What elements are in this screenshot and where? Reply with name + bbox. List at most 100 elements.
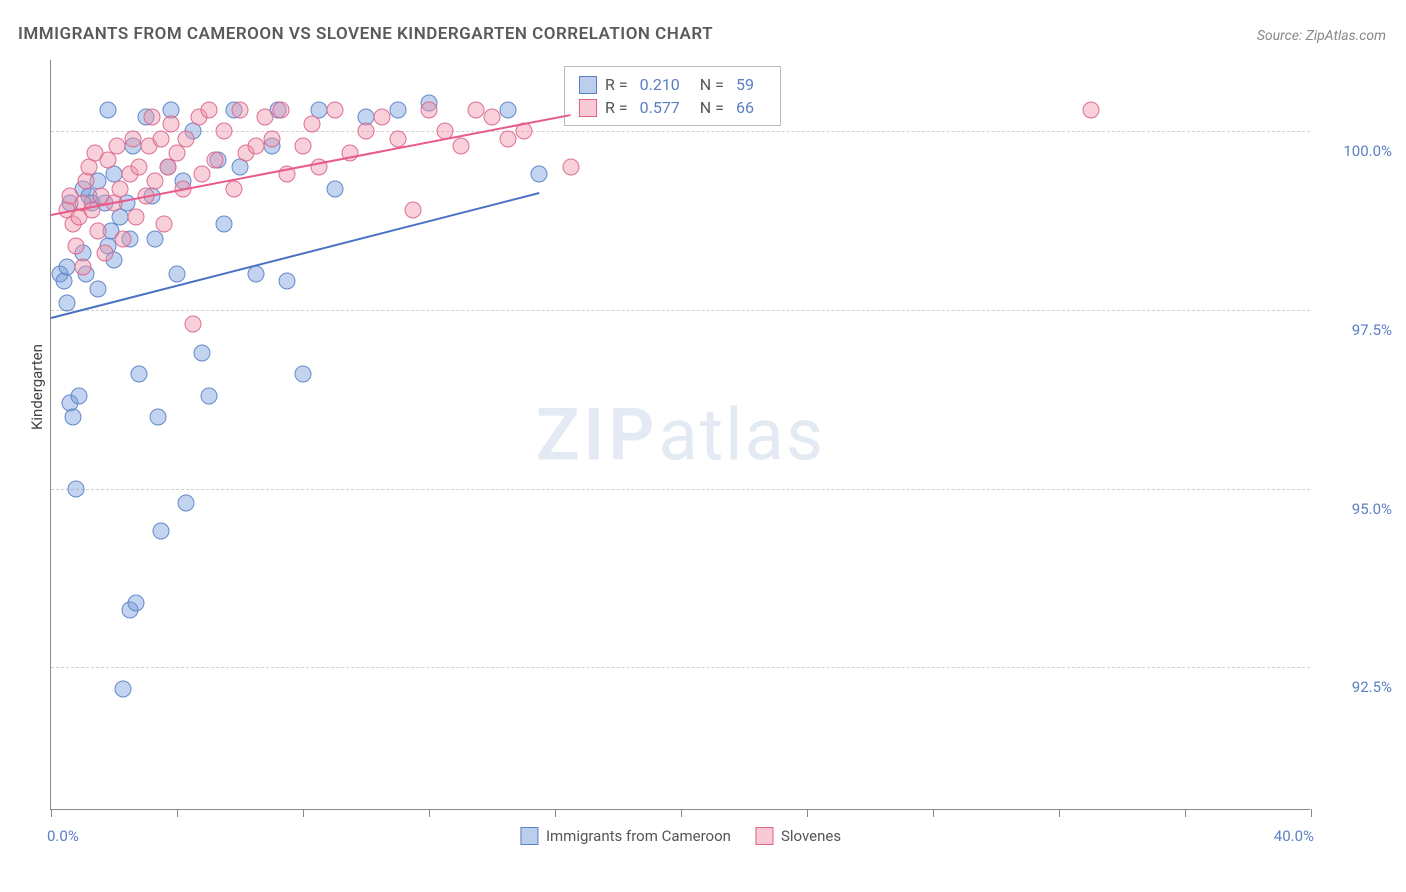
data-point <box>99 152 116 169</box>
data-point <box>499 102 516 119</box>
x-tick <box>1311 809 1312 817</box>
data-point <box>71 387 88 404</box>
data-point <box>74 259 91 276</box>
data-point <box>58 294 75 311</box>
data-point <box>99 102 116 119</box>
chart-container: IMMIGRANTS FROM CAMEROON VS SLOVENE KIND… <box>0 0 1406 892</box>
data-point <box>162 116 179 133</box>
data-point <box>124 130 141 147</box>
data-point <box>421 102 438 119</box>
r-label: R = <box>605 98 628 117</box>
stats-legend-row: R = 0.210 N = 59 <box>579 73 766 96</box>
x-tick <box>303 809 304 817</box>
watermark-zip: ZIP <box>536 392 658 477</box>
data-point <box>1082 102 1099 119</box>
data-point <box>263 130 280 147</box>
chart-title: IMMIGRANTS FROM CAMEROON VS SLOVENE KIND… <box>18 24 713 44</box>
x-tick <box>1059 809 1060 817</box>
plot-area: ZIPatlas R =0.210N =59R =0.577N =66 Immi… <box>50 60 1310 810</box>
legend-swatch-blue <box>520 827 538 845</box>
legend-swatch <box>579 76 597 94</box>
series-legend: Immigrants from Cameroon Slovenes <box>520 827 841 845</box>
data-point <box>216 216 233 233</box>
data-point <box>206 152 223 169</box>
data-point <box>178 130 195 147</box>
data-point <box>326 180 343 197</box>
data-point <box>194 344 211 361</box>
data-point <box>156 216 173 233</box>
n-value: 59 <box>736 75 754 94</box>
data-point <box>247 137 264 154</box>
data-point <box>200 102 217 119</box>
y-tick-label: 97.5% <box>1322 321 1392 339</box>
y-tick-label: 92.5% <box>1322 678 1392 696</box>
data-point <box>131 366 148 383</box>
data-point <box>194 166 211 183</box>
n-label: N = <box>700 98 724 117</box>
data-point <box>373 109 390 126</box>
data-point <box>225 180 242 197</box>
data-point <box>405 202 422 219</box>
data-point <box>184 316 201 333</box>
data-point <box>96 244 113 261</box>
data-point <box>109 137 126 154</box>
x-tick <box>51 809 52 817</box>
data-point <box>484 109 501 126</box>
x-tick <box>807 809 808 817</box>
gridline <box>51 489 1310 490</box>
data-point <box>389 102 406 119</box>
r-label: R = <box>605 75 628 94</box>
source-attribution: Source: ZipAtlas.com <box>1257 28 1386 44</box>
y-tick-label: 95.0% <box>1322 500 1392 518</box>
watermark: ZIPatlas <box>536 392 825 477</box>
data-point <box>452 137 469 154</box>
stats-legend-box: R = 0.210 N = 59 R = 0.577 N = 66 <box>564 66 781 126</box>
data-point <box>279 273 296 290</box>
data-point <box>146 173 163 190</box>
data-point <box>65 409 82 426</box>
legend-item-slovenes: Slovenes <box>755 827 841 845</box>
x-tick <box>1185 809 1186 817</box>
data-point <box>200 387 217 404</box>
watermark-atlas: atlas <box>658 392 825 477</box>
data-point <box>499 130 516 147</box>
data-point <box>90 223 107 240</box>
r-value: 0.210 <box>640 75 680 94</box>
stats-legend-row: R = 0.577 N = 66 <box>579 96 766 119</box>
n-label: N = <box>700 75 724 94</box>
legend-label-cameroon: Immigrants from Cameroon <box>546 827 731 845</box>
data-point <box>128 209 145 226</box>
data-point <box>295 366 312 383</box>
data-point <box>68 480 85 497</box>
data-point <box>146 230 163 247</box>
r-value: 0.577 <box>640 98 680 117</box>
data-point <box>150 409 167 426</box>
data-point <box>295 137 312 154</box>
data-point <box>232 102 249 119</box>
data-point <box>90 280 107 297</box>
x-tick <box>177 809 178 817</box>
gridline <box>51 131 1310 132</box>
data-point <box>131 159 148 176</box>
data-point <box>77 173 94 190</box>
data-point <box>389 130 406 147</box>
n-value: 66 <box>736 98 754 117</box>
legend-swatch-pink <box>755 827 773 845</box>
y-axis-title: Kindergarten <box>28 344 46 430</box>
x-tick <box>933 809 934 817</box>
data-point <box>468 102 485 119</box>
x-tick <box>681 809 682 817</box>
data-point <box>112 180 129 197</box>
x-axis-min-label: 0.0% <box>47 827 79 845</box>
data-point <box>531 166 548 183</box>
data-point <box>178 494 195 511</box>
data-point <box>159 159 176 176</box>
data-point <box>257 109 274 126</box>
data-point <box>58 259 75 276</box>
data-point <box>153 523 170 540</box>
legend-swatch <box>579 99 597 117</box>
data-point <box>358 123 375 140</box>
gridline <box>51 667 1310 668</box>
data-point <box>562 159 579 176</box>
data-point <box>115 680 132 697</box>
